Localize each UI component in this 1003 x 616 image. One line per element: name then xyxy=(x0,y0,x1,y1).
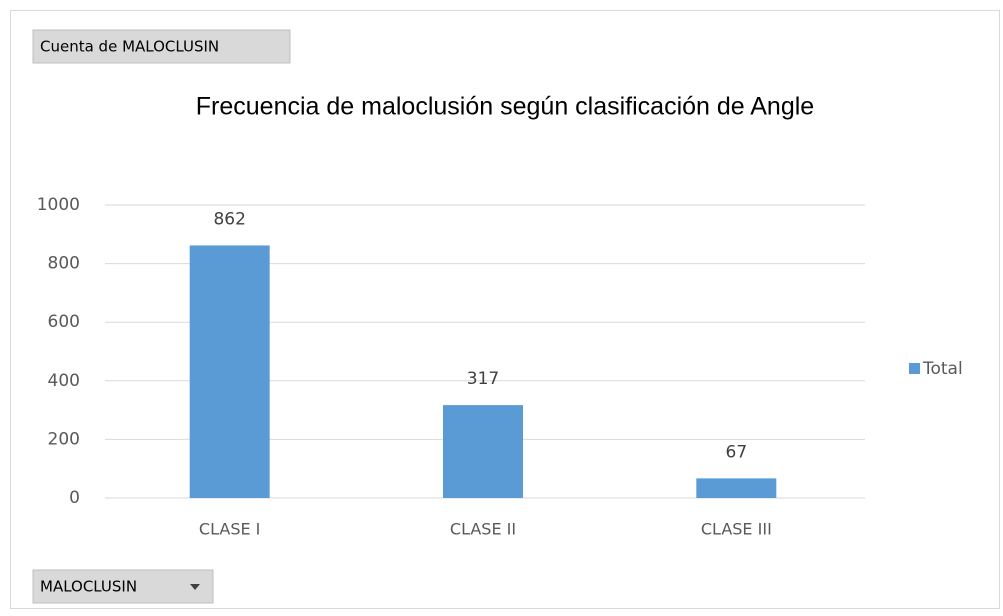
x-tick-label: CLASE I xyxy=(199,520,260,539)
y-tick-label: 400 xyxy=(48,371,80,391)
legend-swatch xyxy=(909,363,920,374)
data-label: 862 xyxy=(213,209,245,229)
bar xyxy=(189,245,270,498)
data-label: 67 xyxy=(726,442,748,462)
legend-label: Total xyxy=(922,359,963,379)
button-label: Cuenta de MALOCLUSIN xyxy=(40,38,219,56)
x-tick-label: CLASE II xyxy=(450,520,516,539)
button-bg xyxy=(32,29,291,64)
y-tick-label: 200 xyxy=(48,429,80,449)
button-label: MALOCLUSIN xyxy=(40,578,137,596)
axis-field-button[interactable]: MALOCLUSIN xyxy=(32,569,214,604)
chart-title: Frecuencia de maloclusión según clasific… xyxy=(196,93,814,121)
value-field-button[interactable]: Cuenta de MALOCLUSIN xyxy=(32,29,291,64)
bar xyxy=(696,478,777,498)
y-tick-label: 800 xyxy=(48,254,80,274)
y-tick-label: 1000 xyxy=(37,195,80,215)
dropdown-arrow xyxy=(190,584,200,590)
x-tick-label: CLASE III xyxy=(701,520,772,539)
bar xyxy=(443,405,523,498)
y-tick-label: 600 xyxy=(48,312,80,332)
y-tick-label: 0 xyxy=(69,488,80,508)
chart-area xyxy=(10,10,1000,609)
button-bg xyxy=(32,569,214,604)
data-label: 317 xyxy=(467,369,499,389)
